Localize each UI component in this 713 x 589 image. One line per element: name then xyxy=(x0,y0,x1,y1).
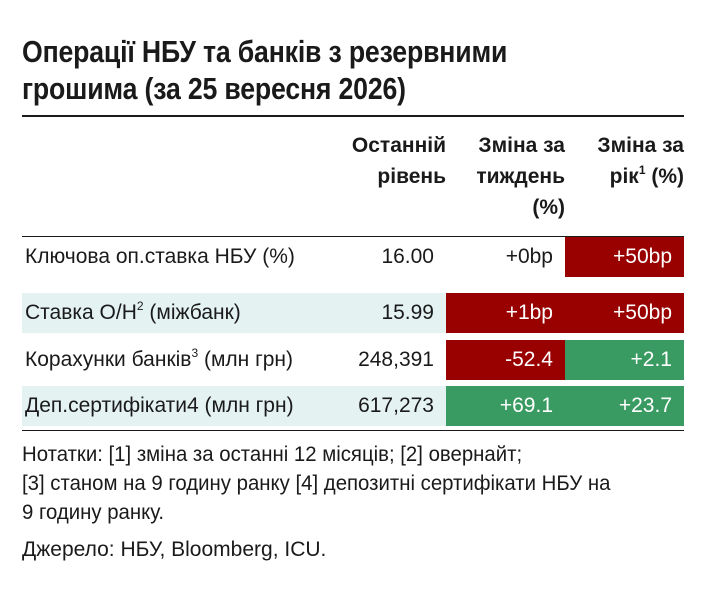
week-change-cell: +0bp xyxy=(505,245,553,268)
header-year-unit: (%) xyxy=(645,165,684,188)
title-line-1: Операції НБУ та банків з резервними xyxy=(22,34,508,69)
header-week-line-2: тиждень xyxy=(476,165,565,188)
level-value: 617,273 xyxy=(358,394,434,417)
table-row: Ключова оп.ставка НБУ (%) 16.00 +0bp +50… xyxy=(22,237,684,277)
level-value: 248,391 xyxy=(358,348,434,371)
year-change-cell: +50bp xyxy=(565,237,684,277)
header-year-text: рік xyxy=(609,165,639,188)
footnote-line-3: 9 годину ранку. xyxy=(22,501,165,524)
row-label-text: Корахунки банків xyxy=(25,348,192,371)
footnote-marker: 1 xyxy=(638,163,646,177)
week-change-cell: +69.1 xyxy=(446,386,565,426)
header-year-line-2: рік1 (%) xyxy=(565,161,684,192)
column-header-level: Останній рівень xyxy=(318,130,446,192)
row-label-text: Ставка O/Н xyxy=(25,301,137,324)
header-divider xyxy=(22,236,684,237)
row-label: Ключова оп.ставка НБУ (%) xyxy=(25,237,295,277)
header-year-line-1: Зміна за xyxy=(597,134,684,157)
table-bottom-divider xyxy=(22,430,684,431)
column-header-year-change: Зміна за рік1 (%) xyxy=(565,130,684,192)
row-label-text: Деп.сертифікати4 (млн грн) xyxy=(25,394,294,417)
row-label: Ставка O/Н2 (міжбанк) xyxy=(25,293,241,333)
column-header-week-change: Зміна за тиждень (%) xyxy=(446,130,565,223)
header-week-line-1: Зміна за xyxy=(478,134,565,157)
level-value: 15.99 xyxy=(381,301,434,324)
row-label-unit: (млн грн) xyxy=(198,348,294,371)
year-change-cell: +23.7 xyxy=(565,386,684,426)
row-label-text: Ключова оп.ставка НБУ (%) xyxy=(25,245,295,268)
header-week-line-3: (%) xyxy=(532,196,565,219)
page-title: Операції НБУ та банків з резервними грош… xyxy=(22,33,598,107)
footnotes: Нотатки: [1] зміна за останні 12 місяців… xyxy=(22,440,664,527)
header-level-line-1: Останній xyxy=(351,134,446,157)
title-line-2: грошима (за 25 вересня 2026) xyxy=(22,71,406,106)
footnote-line-2: [3] станом на 9 годину ранку [4] депозит… xyxy=(22,472,611,495)
week-change-cell: +1bp xyxy=(446,293,565,333)
source-note: Джерело: НБУ, Bloomberg, ICU. xyxy=(22,538,327,561)
footnote-marker: 2 xyxy=(136,299,144,313)
table-row: Корахунки банків3 (млн грн) 248,391 -52.… xyxy=(22,340,684,380)
row-label-unit: (міжбанк) xyxy=(143,301,241,324)
table-row: Ставка O/Н2 (міжбанк) 15.99 +1bp +50bp xyxy=(22,293,684,333)
level-value: 16.00 xyxy=(381,245,434,268)
table-row: Деп.сертифікати4 (млн грн) 617,273 +69.1… xyxy=(22,386,684,426)
footnote-marker: 3 xyxy=(191,346,199,360)
row-label: Деп.сертифікати4 (млн грн) xyxy=(25,386,294,426)
row-label: Корахунки банків3 (млн грн) xyxy=(25,340,293,380)
footnote-line-1: Нотатки: [1] зміна за останні 12 місяців… xyxy=(22,443,523,466)
year-change-cell: +50bp xyxy=(565,293,684,333)
week-change-cell: -52.4 xyxy=(446,340,565,380)
header-level-line-2: рівень xyxy=(377,165,446,188)
year-change-cell: +2.1 xyxy=(565,340,684,380)
title-divider xyxy=(22,115,684,117)
